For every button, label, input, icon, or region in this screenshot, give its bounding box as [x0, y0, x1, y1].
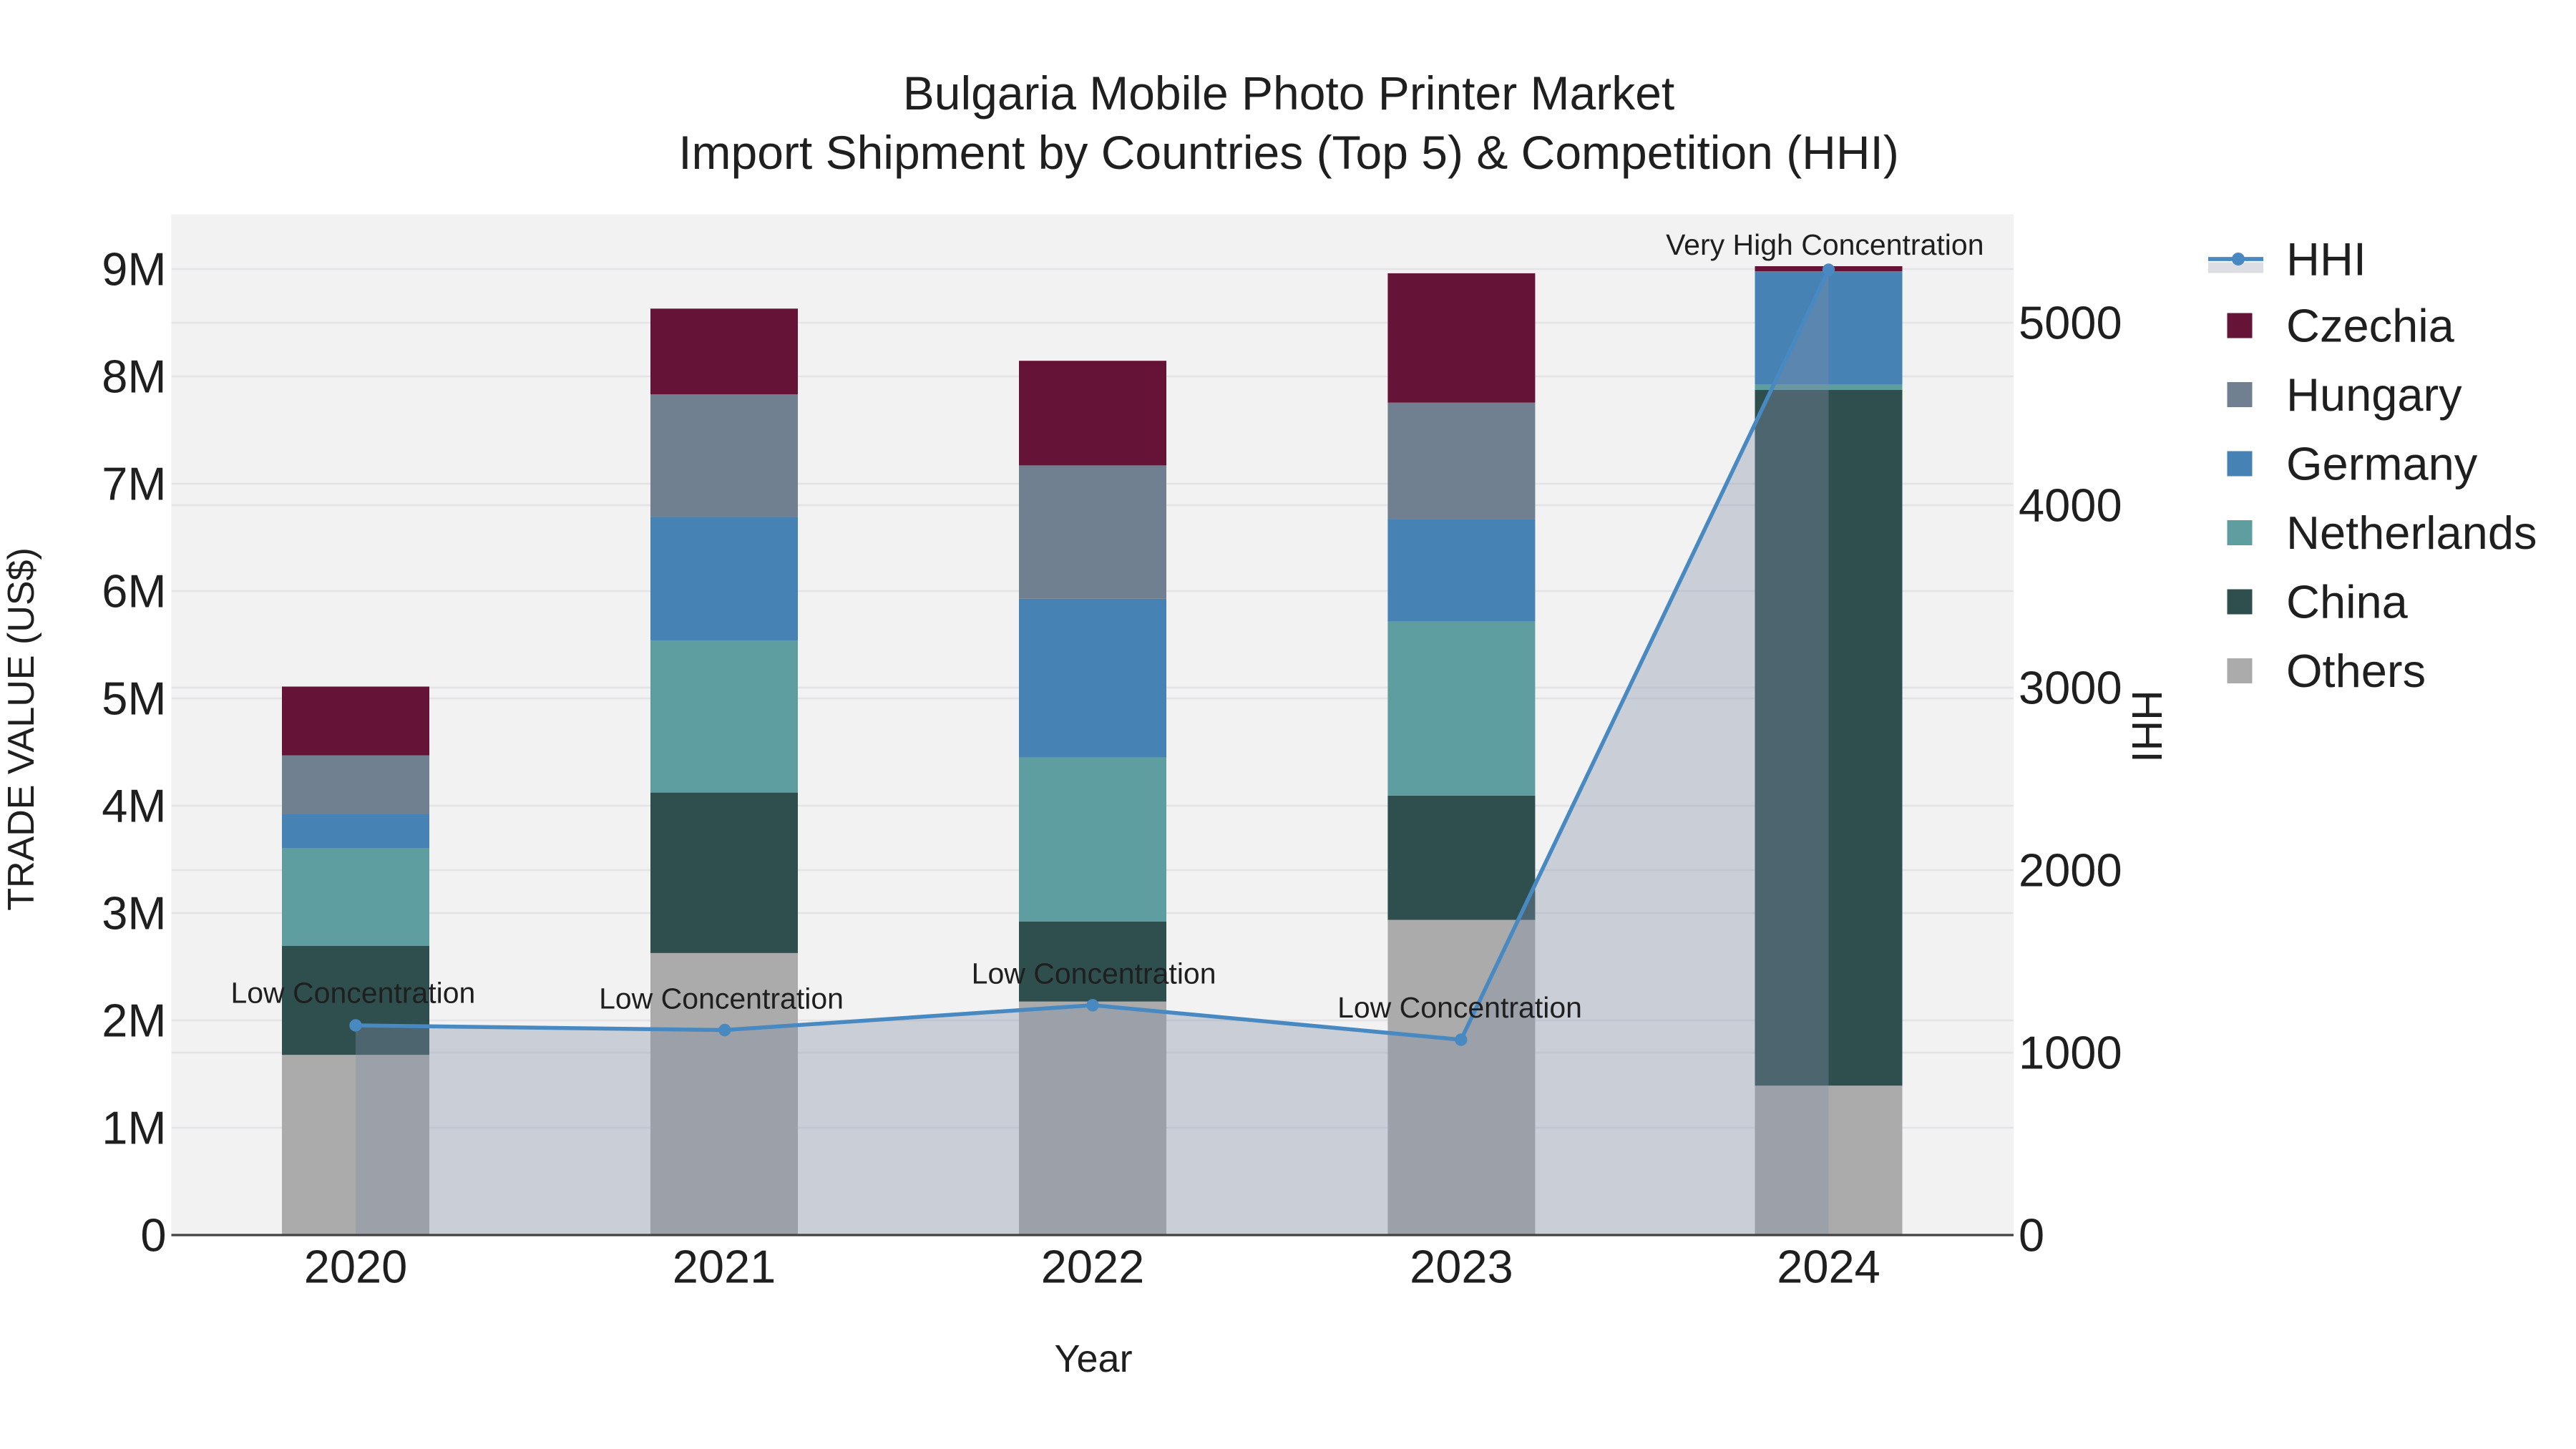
- svg-text:1000: 1000: [2019, 1027, 2122, 1079]
- svg-text:8M: 8M: [102, 351, 166, 403]
- svg-text:Netherlands: Netherlands: [2286, 507, 2537, 559]
- svg-text:5000: 5000: [2019, 297, 2122, 349]
- svg-text:2000: 2000: [2019, 844, 2122, 897]
- svg-text:1M: 1M: [102, 1102, 166, 1154]
- svg-text:7M: 7M: [102, 458, 166, 510]
- svg-text:Low Concentration: Low Concentration: [1337, 991, 1582, 1024]
- svg-text:China: China: [2286, 576, 2409, 628]
- svg-text:2024: 2024: [1777, 1241, 1880, 1293]
- svg-text:4000: 4000: [2019, 479, 2122, 532]
- svg-text:2M: 2M: [102, 995, 166, 1047]
- svg-text:2020: 2020: [304, 1241, 408, 1293]
- svg-text:6M: 6M: [102, 565, 166, 618]
- svg-text:Czechia: Czechia: [2286, 300, 2455, 352]
- svg-text:Germany: Germany: [2286, 438, 2478, 490]
- svg-text:HHI: HHI: [2286, 233, 2366, 286]
- svg-text:2021: 2021: [673, 1241, 776, 1293]
- svg-text:Low Concentration: Low Concentration: [972, 957, 1216, 990]
- svg-text:3000: 3000: [2019, 662, 2122, 714]
- svg-text:5M: 5M: [102, 673, 166, 725]
- svg-text:Low Concentration: Low Concentration: [599, 982, 844, 1015]
- svg-text:Others: Others: [2286, 645, 2426, 697]
- svg-text:HHI: HHI: [2123, 690, 2170, 763]
- svg-text:Import Shipment by Countries (: Import Shipment by Countries (Top 5) & C…: [678, 126, 1899, 179]
- svg-text:0: 0: [140, 1209, 166, 1262]
- svg-text:4M: 4M: [102, 780, 166, 832]
- svg-text:3M: 3M: [102, 887, 166, 940]
- svg-text:Hungary: Hungary: [2286, 369, 2462, 421]
- svg-text:TRADE VALUE (US$): TRADE VALUE (US$): [1, 547, 42, 911]
- svg-text:Bulgaria Mobile Photo Printer: Bulgaria Mobile Photo Printer Market: [903, 67, 1675, 119]
- svg-text:2022: 2022: [1041, 1241, 1145, 1293]
- svg-text:Low Concentration: Low Concentration: [230, 977, 475, 1010]
- svg-text:0: 0: [2019, 1209, 2044, 1262]
- svg-text:2023: 2023: [1410, 1241, 1513, 1293]
- svg-text:Very High Concentration: Very High Concentration: [1666, 228, 1984, 261]
- svg-text:Year: Year: [1054, 1337, 1132, 1380]
- svg-text:9M: 9M: [102, 243, 166, 296]
